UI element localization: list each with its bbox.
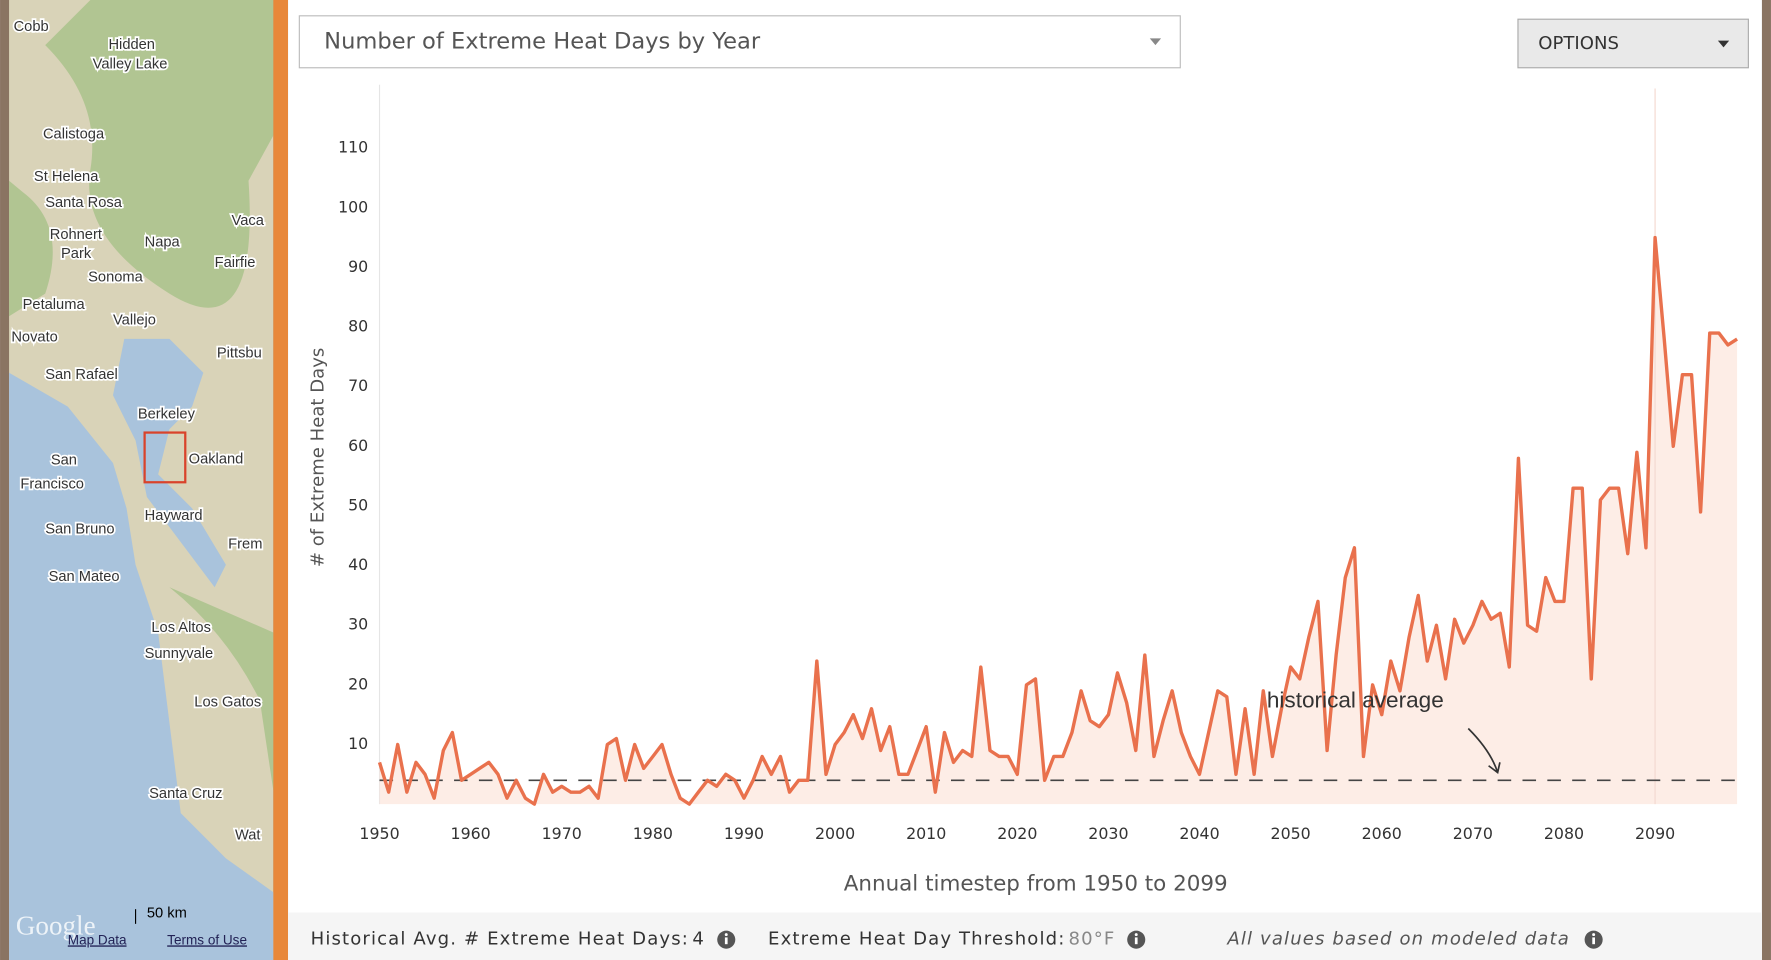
map-label: Fairfie bbox=[215, 255, 256, 271]
map-label: Oakland bbox=[189, 452, 244, 468]
info-icon-dot bbox=[725, 933, 728, 936]
annotation: historical average bbox=[1267, 687, 1444, 712]
y-tick-label: 70 bbox=[348, 376, 368, 395]
map-label: Rohnert bbox=[50, 227, 102, 243]
info-icon-glyph bbox=[1135, 937, 1138, 944]
map-label: Vallejo bbox=[113, 313, 156, 329]
page: {"header":{"selector":"Number of Extreme… bbox=[0, 0, 1771, 960]
x-tick-label: 2050 bbox=[1271, 824, 1311, 843]
threshold-value: 80°F bbox=[1068, 929, 1115, 950]
map-label: Los Gatos bbox=[194, 694, 261, 710]
divider bbox=[273, 0, 288, 960]
info-icon-glyph bbox=[725, 937, 728, 944]
y-axis-title: # of Extreme Heat Days bbox=[308, 348, 329, 567]
hist-label: Historical Avg. # Extreme Heat Days: bbox=[311, 929, 689, 950]
map-label: San Rafael bbox=[45, 367, 118, 383]
map-label: San bbox=[51, 453, 77, 469]
info-icon-dot bbox=[1135, 933, 1138, 936]
y-tick-label: 110 bbox=[338, 138, 368, 157]
map-label: Santa Cruz bbox=[149, 786, 222, 802]
map-label: Petaluma bbox=[23, 297, 86, 313]
y-tick-label: 100 bbox=[338, 197, 368, 216]
map-label: Berkeley bbox=[138, 406, 196, 422]
map-label: Novato bbox=[11, 330, 58, 346]
y-tick-label: 80 bbox=[348, 317, 368, 336]
map-label: Cobb bbox=[14, 19, 49, 35]
x-tick-label: 1950 bbox=[359, 824, 399, 843]
info-icon-glyph bbox=[1592, 937, 1595, 944]
map-label: Santa Rosa bbox=[45, 195, 123, 211]
options-text: OPTIONS bbox=[1538, 33, 1619, 54]
map-label: Park bbox=[61, 246, 92, 262]
x-tick-label: 2060 bbox=[1362, 824, 1402, 843]
map-label: Hayward bbox=[145, 508, 203, 524]
panel bbox=[288, 0, 1762, 960]
threshold-label: Extreme Heat Day Threshold: bbox=[768, 929, 1065, 950]
note: All values based on modeled data bbox=[1226, 929, 1570, 950]
y-tick-label: 30 bbox=[348, 615, 368, 634]
map-label: Hidden bbox=[108, 37, 155, 53]
terms-link[interactable]: Terms of Use bbox=[167, 932, 247, 947]
x-tick-label: 1990 bbox=[724, 824, 764, 843]
x-tick-label: 2020 bbox=[997, 824, 1037, 843]
options-button[interactable]: OPTIONS bbox=[1518, 19, 1748, 68]
x-tick-label: 1980 bbox=[633, 824, 673, 843]
map-label: Calistoga bbox=[43, 126, 105, 142]
screen: Number of Extreme Heat Days by Year OPTI… bbox=[0, 0, 1771, 960]
map-label: Francisco bbox=[20, 476, 84, 492]
x-axis-title: Annual timestep from 1950 to 2099 bbox=[844, 871, 1228, 896]
x-tick-label: 2000 bbox=[815, 824, 855, 843]
hist-value: 4 bbox=[692, 929, 705, 950]
map-label: Wat bbox=[235, 828, 261, 844]
info-icon-dot bbox=[1592, 933, 1595, 936]
map-label: San Mateo bbox=[49, 569, 120, 585]
y-tick-label: 10 bbox=[348, 734, 368, 753]
y-tick-label: 90 bbox=[348, 257, 368, 276]
x-tick-label: 1970 bbox=[542, 824, 582, 843]
y-tick-label: 20 bbox=[348, 674, 368, 693]
y-tick-label: 40 bbox=[348, 555, 368, 574]
x-tick-label: 2070 bbox=[1453, 824, 1493, 843]
x-tick-label: 1960 bbox=[451, 824, 491, 843]
map-scale: 50 km bbox=[147, 906, 187, 922]
y-tick-label: 50 bbox=[348, 495, 368, 514]
map-label: Sonoma bbox=[88, 270, 143, 286]
x-tick-label: 2090 bbox=[1635, 824, 1675, 843]
y-tick-label: 60 bbox=[348, 436, 368, 455]
map-label: Vaca bbox=[232, 213, 265, 229]
x-tick-label: 2010 bbox=[906, 824, 946, 843]
map-label: Napa bbox=[145, 235, 181, 251]
map-label: Pittsbu bbox=[217, 345, 262, 361]
map-label: Los Altos bbox=[151, 620, 211, 636]
map-data-link[interactable]: Map Data bbox=[68, 932, 127, 947]
chart-selector[interactable]: Number of Extreme Heat Days by Year bbox=[299, 16, 1180, 68]
map-label: Frem bbox=[228, 536, 262, 552]
map-label: Sunnyvale bbox=[145, 646, 214, 662]
selector-text: Number of Extreme Heat Days by Year bbox=[324, 28, 761, 54]
x-tick-label: 2080 bbox=[1544, 824, 1584, 843]
map-label: St Helena bbox=[34, 169, 99, 185]
x-tick-label: 2030 bbox=[1088, 824, 1128, 843]
map-label: Valley Lake bbox=[93, 56, 168, 72]
map-label: San Bruno bbox=[45, 522, 114, 538]
x-tick-label: 2040 bbox=[1179, 824, 1219, 843]
